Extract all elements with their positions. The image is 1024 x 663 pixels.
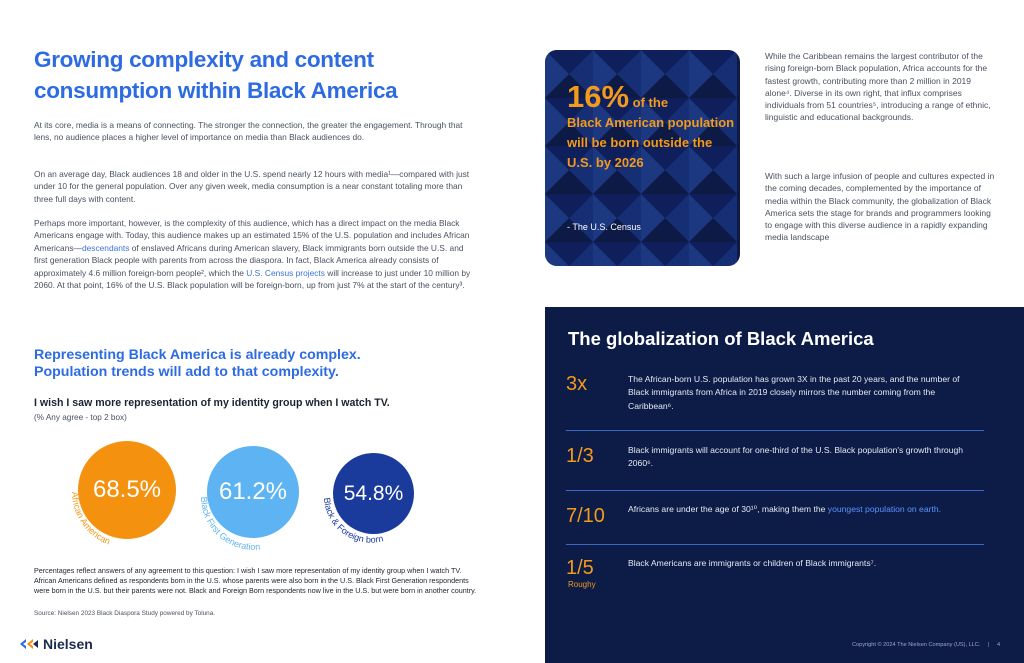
bubble-value-black-foreign-born: 54.8%: [343, 481, 404, 505]
card-stat-number: 16%: [567, 79, 630, 114]
bubble-value-african-american: 68.5%: [92, 476, 162, 503]
youngest-population-link[interactable]: youngest population on earth.: [827, 504, 942, 514]
caribbean-paragraph: While the Caribbean remains the largest …: [765, 51, 991, 123]
survey-question-note: (% Any agree - top 2 box): [34, 413, 127, 422]
census-projects-link[interactable]: U.S. Census projects: [246, 267, 325, 278]
stat-number-3x: 3x: [566, 373, 588, 395]
section-subhead-line-2: Population trends will add to that compl…: [34, 364, 339, 380]
stat-text-seven-tenths: Africans are under the age of 30¹⁰, maki…: [628, 503, 968, 516]
stat-number-one-fifth: 1/5: [566, 557, 594, 579]
card-pattern: [545, 50, 737, 266]
bubble-black-foreign-born: 54.8%: [333, 453, 414, 534]
stat-text-one-third: Black immigrants will account for one-th…: [628, 445, 964, 469]
stat-number-seven-tenths: 7/10: [566, 505, 605, 527]
globalization-panel: [545, 307, 1024, 663]
chart-source: Source: Nielsen 2023 Black Diaspora Stud…: [34, 610, 216, 617]
bubble-curved-labels: African American Black First Generation …: [70, 492, 384, 552]
bubble-label-black-foreign-born: Black & Foreign born: [322, 497, 384, 545]
complexity-text-c: will increase to just under 10 million b…: [34, 267, 471, 291]
page-title-line-1: Growing complexity and content: [34, 47, 374, 72]
bubble-label-african-american: African American: [70, 492, 112, 547]
stat-text-one-fifth: Black Americans are immigrants or childr…: [628, 558, 877, 568]
section-subhead-line-1: Representing Black America is already co…: [34, 347, 361, 363]
card-source: - The U.S. Census: [567, 222, 641, 232]
bubble-value-black-first-generation: 61.2%: [218, 478, 288, 505]
nielsen-logo: Nielsen: [20, 636, 93, 652]
stat-number-one-third: 1/3: [566, 445, 594, 467]
stat-divider: [566, 430, 984, 431]
globalization-paragraph: With such a large infusion of people and…: [765, 171, 995, 243]
bubble-african-american: 68.5%: [78, 441, 176, 539]
descendants-link[interactable]: descendants: [81, 242, 130, 253]
nielsen-logo-text: Nielsen: [43, 636, 93, 652]
survey-question: I wish I saw more representation of my i…: [34, 397, 390, 409]
copyright-text: Copyright © 2024 The Nielsen Company (US…: [852, 642, 981, 648]
stat-text-3x: The African-born U.S. population has gro…: [628, 374, 960, 411]
stat-card: [545, 50, 740, 266]
intro-paragraph: At its core, media is a means of connect…: [34, 120, 463, 143]
complexity-text-b: of enslaved Africans during American sla…: [34, 242, 464, 278]
section-subhead: Representing Black America is already co…: [34, 347, 454, 381]
bubble-black-first-generation: 61.2%: [207, 446, 299, 538]
footer-separator: |: [987, 642, 990, 648]
stat-text-seven-tenths-main: Africans are under the age of 30¹⁰, maki…: [628, 504, 828, 514]
complexity-text-a: Perhaps more important, however, is the …: [34, 218, 470, 253]
nielsen-logo-icon: [20, 639, 38, 649]
copyright-footer: Copyright © 2024 The Nielsen Company (US…: [852, 642, 1000, 648]
card-stat-text-rest: Black American population will be born o…: [567, 115, 735, 170]
bubble-label-black-first-generation: Black First Generation: [199, 496, 261, 551]
page-number: 4: [996, 642, 1001, 648]
stat-divider: [566, 544, 984, 545]
stat-divider: [566, 490, 984, 491]
card-stat-text-first: of the: [632, 95, 669, 110]
chart-footnote: Percentages reflect answers of any agree…: [34, 566, 477, 595]
panel-title: The globalization of Black America: [568, 328, 874, 349]
stat-qualifier-one-fifth: Roughy: [568, 580, 596, 589]
media-time-paragraph: On an average day, Black audiences 18 an…: [34, 169, 470, 204]
page-title-line-2: consumption within Black America: [34, 78, 398, 103]
page-title: Growing complexity and content consumpti…: [34, 44, 504, 106]
complexity-paragraph: Perhaps more important, however, is the …: [34, 217, 479, 291]
card-stat: 16% of the Black American population wil…: [567, 79, 737, 173]
